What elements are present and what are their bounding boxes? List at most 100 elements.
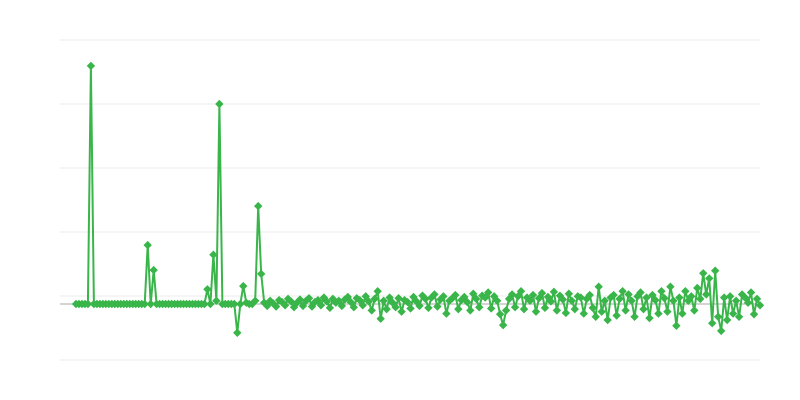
data-point: [472, 294, 481, 304]
data-point: [681, 287, 690, 296]
data-point: [325, 303, 335, 313]
data-point: [612, 311, 621, 320]
data-point: [501, 306, 511, 315]
data-point: [615, 294, 624, 304]
data-point: [639, 304, 648, 314]
data-point: [525, 296, 535, 305]
data-point: [567, 296, 577, 305]
data-point: [358, 301, 367, 310]
data-point: [636, 288, 645, 297]
data-point: [534, 294, 544, 303]
data-point: [233, 328, 242, 337]
data-point: [588, 303, 597, 313]
data-point: [705, 274, 714, 283]
data-point: [728, 309, 738, 318]
data-point: [286, 297, 296, 306]
data-point: [212, 296, 221, 305]
data-point: [540, 303, 550, 313]
data-point: [322, 297, 332, 306]
data-point: [510, 303, 520, 312]
data-point: [746, 288, 756, 297]
data-point: [146, 299, 155, 309]
data-point: [295, 295, 305, 304]
data-point: [654, 309, 663, 318]
data-point: [236, 299, 245, 309]
data-point: [749, 310, 759, 319]
data-point: [364, 297, 373, 306]
data-point: [376, 314, 385, 323]
data-point: [367, 306, 376, 315]
data-point: [140, 299, 149, 309]
data-point: [570, 304, 580, 314]
data-point: [731, 296, 741, 305]
data-point: [382, 304, 391, 314]
data-point: [337, 301, 347, 311]
data-point: [702, 290, 711, 299]
gridlines: [60, 39, 760, 361]
data-point: [206, 299, 215, 309]
data-point: [645, 313, 654, 323]
data-point: [349, 303, 358, 312]
data-point: [403, 297, 412, 307]
data-point: [743, 298, 753, 307]
data-point: [690, 306, 699, 315]
data-point: [734, 312, 744, 321]
data-point: [618, 287, 627, 296]
data-point: [722, 315, 732, 325]
data-point: [624, 290, 633, 299]
series-markers: [71, 61, 765, 337]
data-point: [642, 293, 651, 302]
data-point: [531, 307, 541, 316]
data-point: [492, 296, 502, 305]
data-point: [379, 296, 388, 305]
data-point: [591, 312, 600, 321]
data-point: [271, 302, 281, 311]
data-point: [564, 289, 574, 298]
data-point: [149, 265, 158, 275]
data-point: [579, 309, 588, 318]
data-point: [558, 295, 568, 304]
data-point: [582, 294, 591, 304]
data-point: [200, 299, 209, 309]
data-point: [442, 309, 451, 318]
series-line: [76, 64, 761, 334]
data-point: [373, 287, 382, 296]
data-point: [304, 294, 314, 303]
data-point: [678, 309, 687, 318]
data-point: [83, 299, 93, 309]
data-point: [696, 294, 705, 304]
data-point: [280, 301, 290, 310]
data-point: [666, 282, 675, 291]
data-point: [719, 293, 729, 302]
data-point: [230, 299, 239, 309]
data-point: [439, 292, 448, 301]
data-point: [663, 307, 672, 316]
data-point: [516, 287, 526, 296]
data-point: [713, 312, 723, 321]
data-point: [519, 304, 529, 314]
data-point: [215, 99, 224, 109]
data-point: [454, 304, 463, 314]
data-point: [740, 293, 750, 302]
data-point: [397, 307, 406, 316]
data-point: [203, 285, 212, 294]
data-point: [630, 312, 639, 321]
data-point: [504, 294, 514, 304]
data-point: [239, 281, 248, 291]
data-point: [483, 288, 493, 297]
data-point: [543, 292, 553, 302]
data-point: [254, 201, 263, 211]
data-point: [648, 290, 657, 300]
data-point: [609, 290, 618, 300]
data-point: [657, 287, 666, 296]
data-point: [451, 290, 460, 300]
data-point: [755, 301, 765, 310]
data-point: [421, 294, 430, 304]
data-point: [86, 61, 96, 71]
data-point: [495, 310, 505, 319]
data-point: [475, 303, 484, 312]
data-point: [693, 283, 702, 293]
data-point: [699, 269, 708, 278]
data-point: [573, 292, 582, 301]
